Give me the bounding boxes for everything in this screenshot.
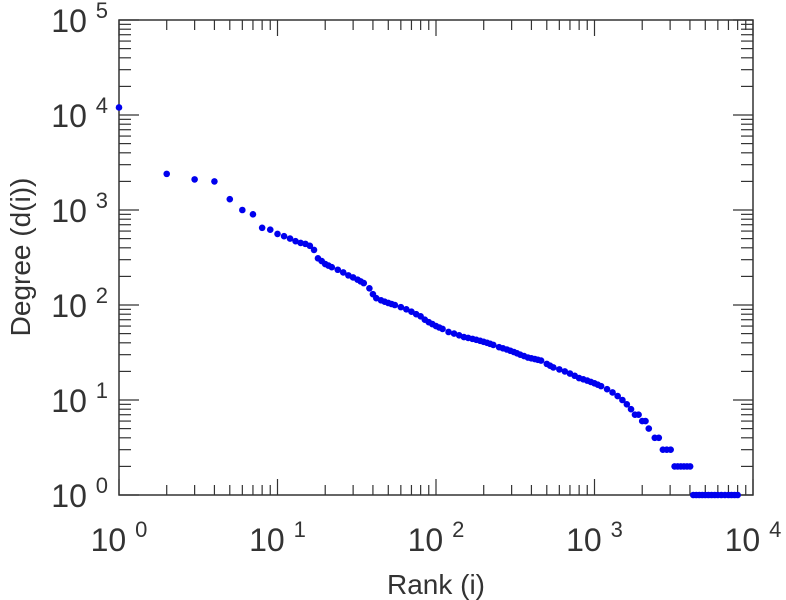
data-point	[306, 242, 314, 250]
data-point	[609, 389, 616, 396]
data-point	[366, 284, 373, 292]
data-point	[667, 446, 674, 453]
y-tick-label: 10 4	[51, 93, 108, 134]
data-point	[614, 392, 621, 400]
y-tick-label: 10 5	[51, 0, 108, 39]
data-point	[435, 324, 443, 331]
y-tick-label: 10 3	[51, 188, 108, 229]
plot-frame	[118, 19, 754, 496]
data-point	[534, 356, 542, 364]
x-tick-label: 10 3	[566, 517, 623, 558]
data-point	[655, 434, 663, 442]
data-point	[292, 237, 299, 245]
data-point	[561, 368, 569, 375]
data-point	[473, 336, 480, 344]
data-point	[450, 330, 458, 337]
x-tick-label: 10 2	[408, 517, 465, 558]
x-tick-label: 10 0	[91, 517, 148, 558]
data-point	[486, 340, 494, 348]
y-tick-label: 10 1	[51, 378, 108, 419]
data-point	[339, 269, 347, 276]
y-tick-label: 10 0	[51, 473, 108, 514]
x-tick-label: 10 4	[725, 517, 782, 558]
data-point	[286, 235, 294, 242]
data-point	[191, 176, 198, 183]
data-point	[507, 347, 514, 355]
data-point	[357, 278, 364, 285]
x-axis-title: Rank (i)	[387, 569, 485, 600]
data-point	[280, 232, 288, 240]
data-point	[429, 320, 436, 328]
data-point	[520, 352, 528, 360]
data-point	[546, 362, 554, 369]
data-point	[274, 230, 281, 238]
minor-ticks	[119, 20, 753, 495]
data-point	[623, 401, 631, 408]
data-point	[310, 246, 318, 254]
data-point	[464, 334, 472, 342]
data-point	[499, 345, 507, 352]
data-point	[258, 224, 266, 232]
data-point	[445, 328, 452, 336]
data-point	[686, 463, 694, 470]
data-point	[721, 491, 729, 499]
data-point	[403, 306, 410, 313]
data-point	[249, 211, 257, 218]
data-point	[239, 206, 246, 214]
y-tick-label: 10 2	[51, 283, 108, 324]
data-point	[513, 350, 521, 357]
x-tick-label: 10 1	[249, 517, 306, 558]
data-point	[635, 411, 642, 419]
data-point	[627, 405, 635, 413]
data-point	[163, 170, 171, 178]
data-point	[115, 104, 123, 111]
data-point	[645, 425, 653, 432]
data-point	[698, 491, 706, 499]
data-point	[731, 491, 738, 499]
data-point	[397, 303, 405, 311]
y-axis-title: Degree (d(i))	[5, 178, 36, 337]
major-ticks	[118, 19, 754, 496]
data-point	[556, 366, 563, 373]
data-point	[334, 266, 342, 274]
y-tick-labels: 10 0 10 1 10 2 10 3 10 4 10 5	[51, 0, 108, 514]
data-point	[642, 417, 649, 425]
data-points	[115, 104, 741, 499]
data-point	[594, 381, 602, 388]
data-point	[266, 226, 274, 234]
data-point	[603, 385, 611, 393]
data-point	[528, 354, 535, 362]
data-point	[388, 300, 395, 308]
data-point	[587, 378, 595, 386]
x-tick-labels: 10 0 10 1 10 2 10 3 10 4	[91, 517, 782, 558]
data-point	[226, 195, 234, 203]
data-point	[211, 178, 218, 185]
data-point	[325, 262, 332, 269]
data-point	[619, 396, 626, 404]
data-point	[480, 338, 487, 346]
data-point	[711, 491, 718, 499]
data-point	[381, 298, 388, 305]
